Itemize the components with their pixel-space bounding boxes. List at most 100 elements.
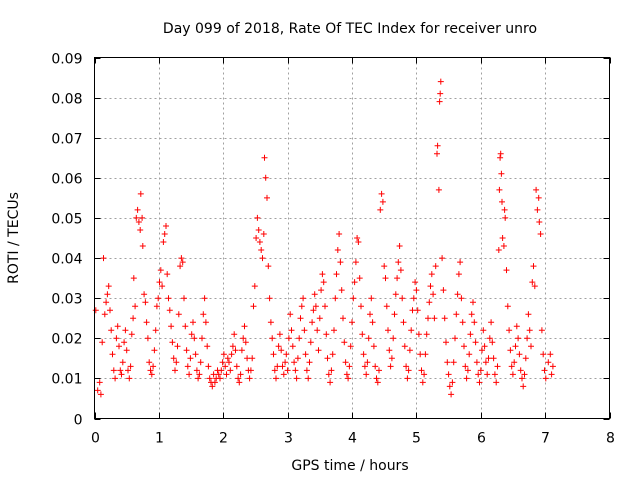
data-point [215, 371, 222, 378]
data-point [401, 343, 408, 350]
data-point [346, 363, 353, 370]
plot-frame [94, 57, 610, 419]
data-point [97, 391, 104, 398]
data-point [141, 291, 148, 298]
data-point [218, 367, 225, 374]
data-point [293, 375, 300, 382]
data-point [434, 142, 441, 149]
data-point [219, 359, 226, 366]
data-point [365, 335, 372, 342]
data-point [161, 231, 168, 237]
data-point [201, 295, 208, 302]
data-point [440, 287, 447, 294]
data-point [489, 339, 496, 346]
data-point [130, 275, 137, 282]
data-point [382, 275, 389, 282]
data-point [104, 291, 111, 298]
data-point [369, 319, 376, 326]
data-point [356, 275, 363, 282]
data-point [316, 315, 323, 322]
data-point [224, 355, 231, 362]
data-point [466, 351, 473, 358]
data-point [110, 367, 117, 374]
data-point [376, 367, 382, 374]
data-point [458, 295, 465, 302]
data-point [455, 271, 462, 278]
data-point [249, 355, 256, 362]
data-point [488, 319, 495, 326]
data-point [109, 351, 116, 358]
data-point [275, 343, 282, 350]
data-point [345, 375, 352, 382]
data-point [310, 307, 317, 314]
data-point [445, 371, 452, 378]
data-point [267, 319, 274, 326]
data-point [144, 335, 151, 342]
data-point [261, 154, 268, 161]
data-point [350, 295, 357, 302]
data-point [179, 259, 186, 266]
y-tick-label: 0.02 [51, 332, 82, 348]
data-point [184, 363, 191, 370]
data-point [471, 319, 478, 326]
data-point [352, 259, 359, 266]
data-point [188, 331, 195, 338]
data-point [443, 339, 449, 346]
data-point [217, 375, 223, 382]
y-tick-label: 0.03 [51, 292, 82, 308]
axis-ticks: 0 1 2 3 4 5 6 7 8 0 0.01 0.02 0.03 0.04 0.05 0.06 0.07 0.… [51, 52, 615, 447]
data-point [437, 78, 444, 85]
data-point [269, 335, 276, 342]
data-point [114, 323, 121, 330]
data-point [437, 90, 444, 97]
data-point [247, 367, 254, 374]
data-point [256, 239, 263, 245]
data-point [397, 267, 404, 274]
data-point [165, 295, 172, 302]
data-point [511, 359, 518, 366]
x-axis-label: GPS time / hours [291, 458, 408, 474]
data-point [530, 263, 537, 270]
data-point [169, 339, 176, 346]
data-point [323, 331, 330, 338]
data-point [537, 231, 544, 237]
data-point [238, 347, 245, 354]
data-point [329, 351, 336, 358]
data-point [473, 359, 480, 366]
data-point [199, 335, 205, 342]
data-point [395, 259, 402, 266]
data-point [113, 335, 120, 342]
data-point [325, 371, 332, 378]
data-point [422, 351, 429, 358]
data-point [427, 283, 434, 290]
data-point [255, 227, 262, 233]
data-point [172, 367, 178, 374]
data-point [430, 291, 437, 298]
data-point [497, 154, 504, 161]
data-point [100, 255, 107, 262]
data-point [454, 291, 461, 298]
data-point [306, 359, 313, 366]
data-point [279, 363, 286, 370]
data-point [423, 331, 430, 338]
data-point [534, 206, 541, 213]
data-point [327, 379, 334, 386]
data-point [271, 367, 278, 374]
data-point [210, 371, 217, 378]
data-point [246, 375, 253, 382]
data-point [525, 311, 532, 318]
y-tick-label: 0.04 [51, 252, 82, 268]
data-point [521, 371, 528, 378]
data-point [244, 355, 251, 362]
data-point [406, 347, 413, 354]
data-point [231, 331, 238, 338]
data-point [164, 271, 171, 278]
data-point [235, 375, 242, 382]
data-point [399, 295, 406, 302]
data-point [388, 355, 395, 362]
data-point [117, 367, 124, 374]
data-point [501, 206, 508, 213]
data-point [533, 186, 540, 193]
data-point [499, 198, 505, 205]
